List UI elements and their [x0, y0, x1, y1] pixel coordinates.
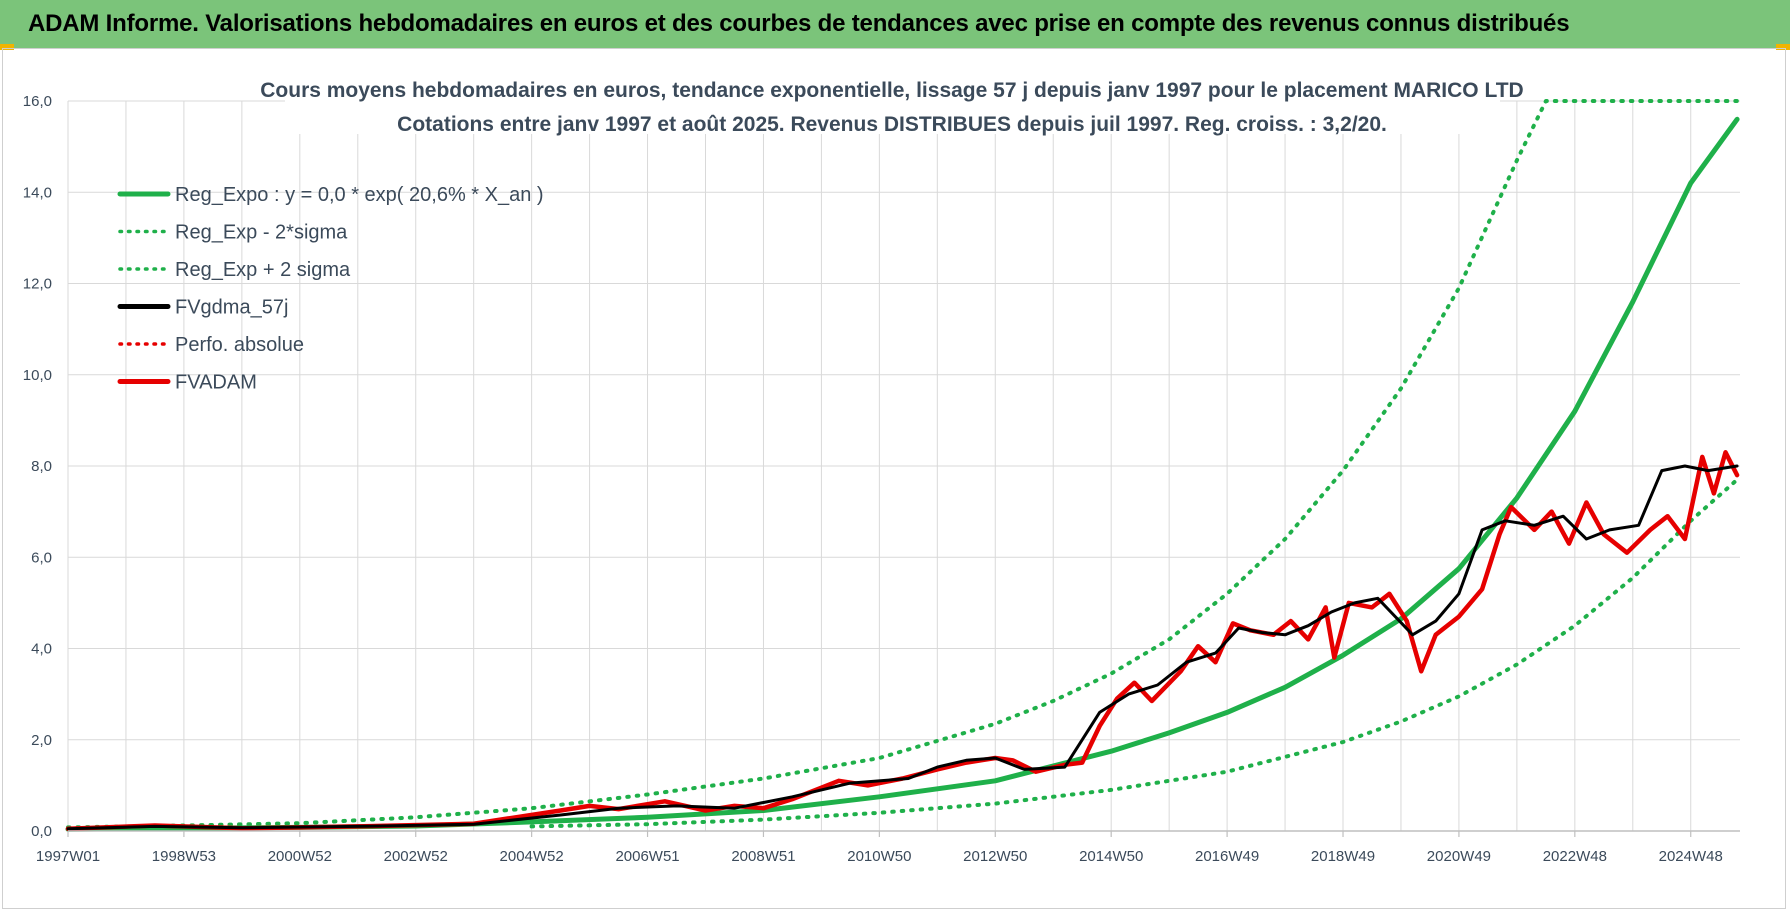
legend-label: Perfo. absolue	[175, 334, 304, 356]
x-tick-label: 2010W50	[847, 848, 911, 865]
y-tick-label: 12,0	[23, 276, 52, 293]
x-tick-label: 1997W01	[36, 848, 100, 865]
fvgdma-57j-line	[66, 464, 1739, 831]
x-tick-label: 2018W49	[1311, 848, 1375, 865]
x-tick-label: 2016W49	[1195, 848, 1259, 865]
chart-legend: Reg_Expo : y = 0,0 * exp( 20,6% * X_an )…	[117, 184, 544, 394]
x-tick-label: 2000W52	[268, 848, 332, 865]
report-title: ADAM Informe. Valorisations hebdomadaire…	[28, 10, 1570, 37]
x-tick-label: 2012W50	[963, 848, 1027, 865]
y-tick-label: 6,0	[31, 549, 52, 566]
fvadam-line	[65, 450, 1740, 831]
x-tick-label: 2024W48	[1659, 848, 1723, 865]
x-tick-label: 2008W51	[731, 848, 795, 865]
chart-title-line1: Cours moyens hebdomadaires en euros, ten…	[260, 79, 1523, 102]
y-tick-label: 2,0	[31, 732, 52, 749]
y-tick-label: 4,0	[31, 641, 52, 658]
y-tick-label: 14,0	[23, 184, 52, 201]
y-tick-label: 10,0	[23, 367, 52, 384]
chart-title-line2: Cotations entre janv 1997 et août 2025. …	[397, 113, 1387, 136]
legend-label: Reg_Exp - 2*sigma	[175, 222, 348, 244]
y-tick-label: 0,0	[31, 823, 52, 840]
chart-title-background	[285, 72, 1500, 134]
legend-label: Reg_Exp + 2 sigma	[175, 259, 351, 281]
x-tick-label: 1998W53	[152, 848, 216, 865]
reg-exp-plus-2sigma-line	[66, 99, 1740, 830]
legend-label: FVADAM	[175, 372, 257, 394]
x-tick-label: 2002W52	[384, 848, 448, 865]
y-tick-label: 16,0	[23, 93, 52, 110]
chart-frame	[2, 48, 1786, 909]
legend-label: FVgdma_57j	[175, 297, 288, 319]
y-tick-label: 8,0	[31, 458, 52, 475]
corner-marker-right	[1776, 44, 1790, 50]
x-tick-label: 2020W49	[1427, 848, 1491, 865]
x-tick-label: 2014W50	[1079, 848, 1143, 865]
x-tick-label: 2022W48	[1543, 848, 1607, 865]
x-tick-label: 2006W51	[615, 848, 679, 865]
corner-marker-left	[0, 44, 14, 50]
reg-exp-minus-2sigma-line	[529, 477, 1740, 829]
x-tick-label: 2004W52	[500, 848, 564, 865]
report-banner: ADAM Informe. Valorisations hebdomadaire…	[0, 0, 1790, 48]
legend-label: Reg_Expo : y = 0,0 * exp( 20,6% * X_an )	[175, 184, 544, 206]
